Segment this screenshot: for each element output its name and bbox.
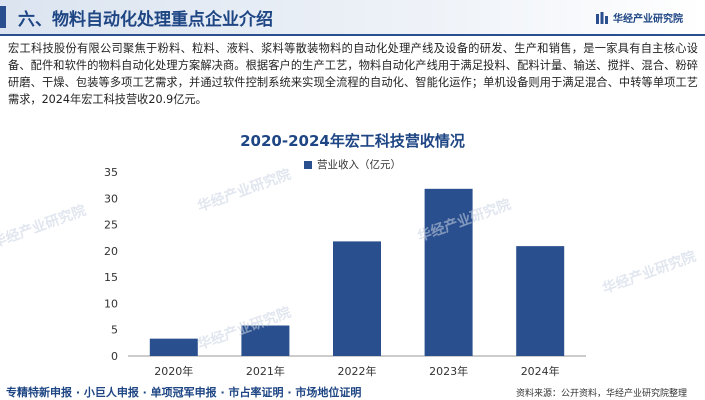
y-tick-label: 20 <box>104 245 118 258</box>
bar-2022年 <box>333 241 381 356</box>
bar-2023年 <box>424 188 473 356</box>
chart-legend: 营业收入（亿元） <box>0 157 705 172</box>
brand-name: 华经产业研究院 <box>613 14 683 25</box>
legend-label: 营业收入（亿元） <box>317 159 401 171</box>
legend-swatch <box>304 160 312 169</box>
y-tick-label: 5 <box>111 324 118 337</box>
x-tick-label: 2024年 <box>521 364 560 378</box>
brand-logo-icon <box>596 11 608 24</box>
y-tick-label: 25 <box>104 219 118 232</box>
x-tick-label: 2021年 <box>246 364 285 378</box>
footer-services: 专精特新申报 · 小巨人申报 · 单项冠军申报 · 市占率证明 · 市场地位证明 <box>6 386 362 399</box>
y-tick-label: 15 <box>104 271 118 284</box>
intro-paragraph: 宏工科技股份有限公司聚焦于粉料、粒料、液料、浆料等散装物料的自动化处理产线及设备… <box>8 42 698 106</box>
page-title: 六、物料自动化处理重点企业介绍 <box>18 10 273 30</box>
y-tick-label: 30 <box>104 192 118 205</box>
y-tick-label: 0 <box>111 350 118 363</box>
bar-2020年 <box>149 338 198 356</box>
chart-title: 2020-2024年宏工科技营收情况 <box>240 132 465 150</box>
header-accent-bar <box>0 6 6 28</box>
x-tick-label: 2020年 <box>154 364 193 378</box>
x-tick-label: 2022年 <box>338 364 377 378</box>
x-tick-label: 2023年 <box>429 364 468 378</box>
bar-2021年 <box>241 325 290 356</box>
bar-2024年 <box>516 246 565 356</box>
header-band: 六、物料自动化处理重点企业介绍 华经产业研究院 <box>0 0 705 36</box>
brand: 华经产业研究院 <box>596 10 683 25</box>
y-tick-label: 10 <box>104 297 118 310</box>
y-tick-label: 35 <box>104 166 118 179</box>
footer-source: 资料来源：公开资料，华经产业研究院整理 <box>515 389 687 399</box>
